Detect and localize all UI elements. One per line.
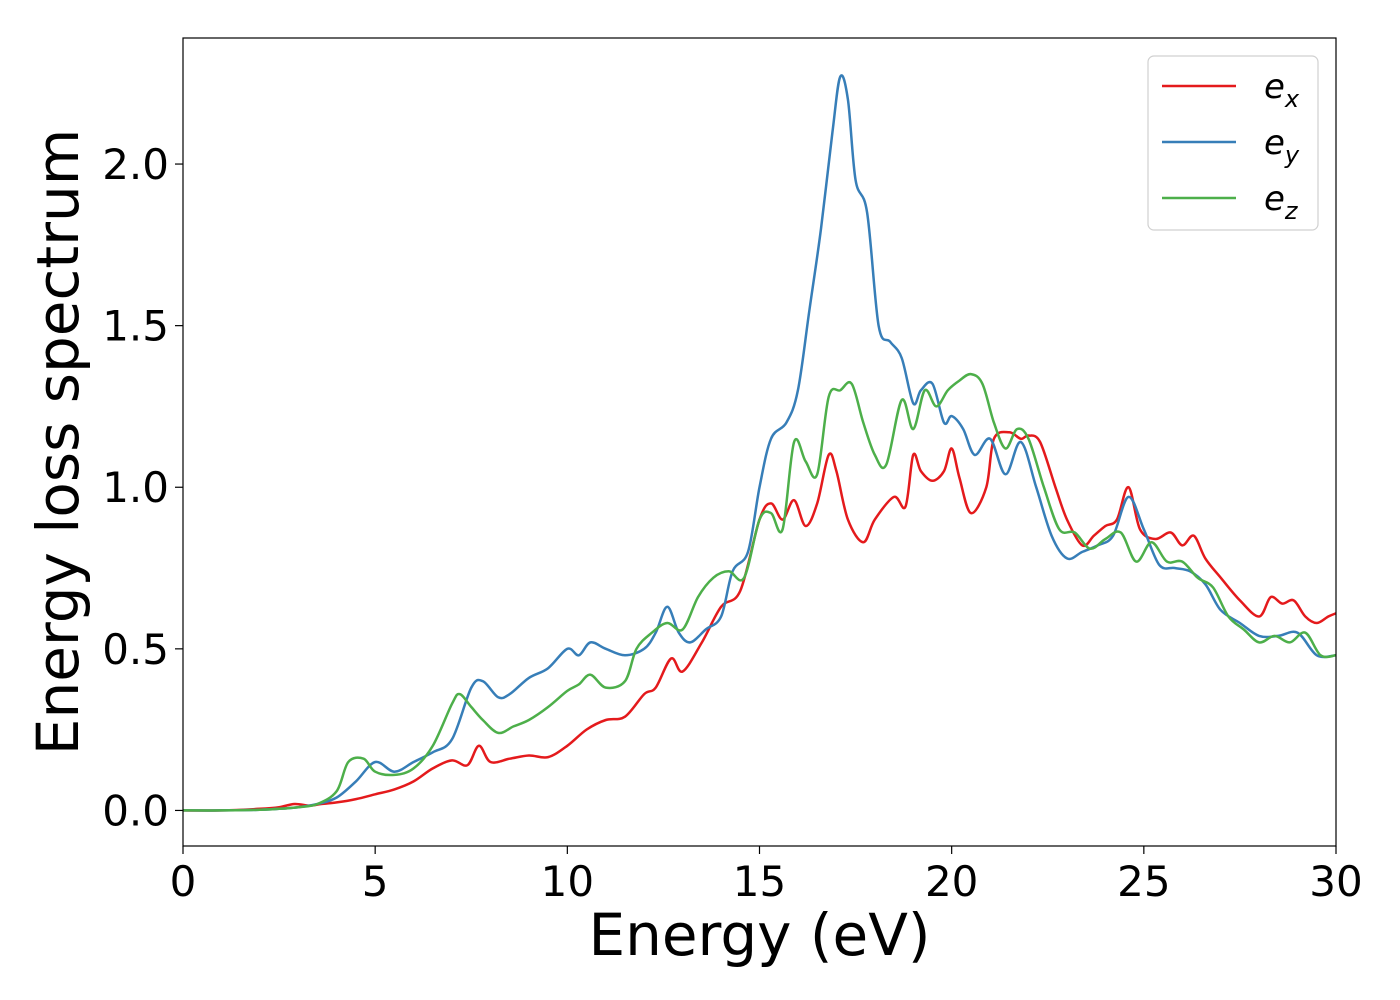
legend: ex ey ez [1147, 55, 1319, 231]
series-lines [183, 74, 1336, 812]
x-tick-label: 30 [1309, 857, 1362, 906]
x-tick-label: 20 [925, 857, 978, 906]
series-line-x [183, 430, 1336, 812]
x-tick-label: 10 [541, 857, 594, 906]
x-tick-label: 25 [1117, 857, 1170, 906]
series-line-y [183, 74, 1336, 812]
legend-label-x: ex [1264, 67, 1300, 113]
series-line-z [183, 372, 1336, 812]
y-tick-label: 2.0 [102, 140, 169, 189]
legend-label-y: ey [1264, 123, 1300, 169]
y-axis-title: Energy loss spectrum [24, 129, 92, 755]
x-tick-label: 5 [362, 857, 389, 906]
y-tick-label: 1.0 [102, 463, 169, 512]
y-tick-label: 0.5 [102, 625, 169, 674]
y-tick-label: 1.5 [102, 302, 169, 351]
legend-label-z: ez [1264, 179, 1299, 225]
x-axis: 0 5 10 15 20 25 30 [170, 846, 1363, 906]
y-tick-label: 0.0 [102, 786, 169, 835]
x-tick-label: 15 [733, 857, 786, 906]
y-axis: 0.0 0.5 1.0 1.5 2.0 [102, 140, 183, 835]
x-tick-label: 0 [170, 857, 197, 906]
x-axis-title: Energy (eV) [588, 901, 930, 969]
